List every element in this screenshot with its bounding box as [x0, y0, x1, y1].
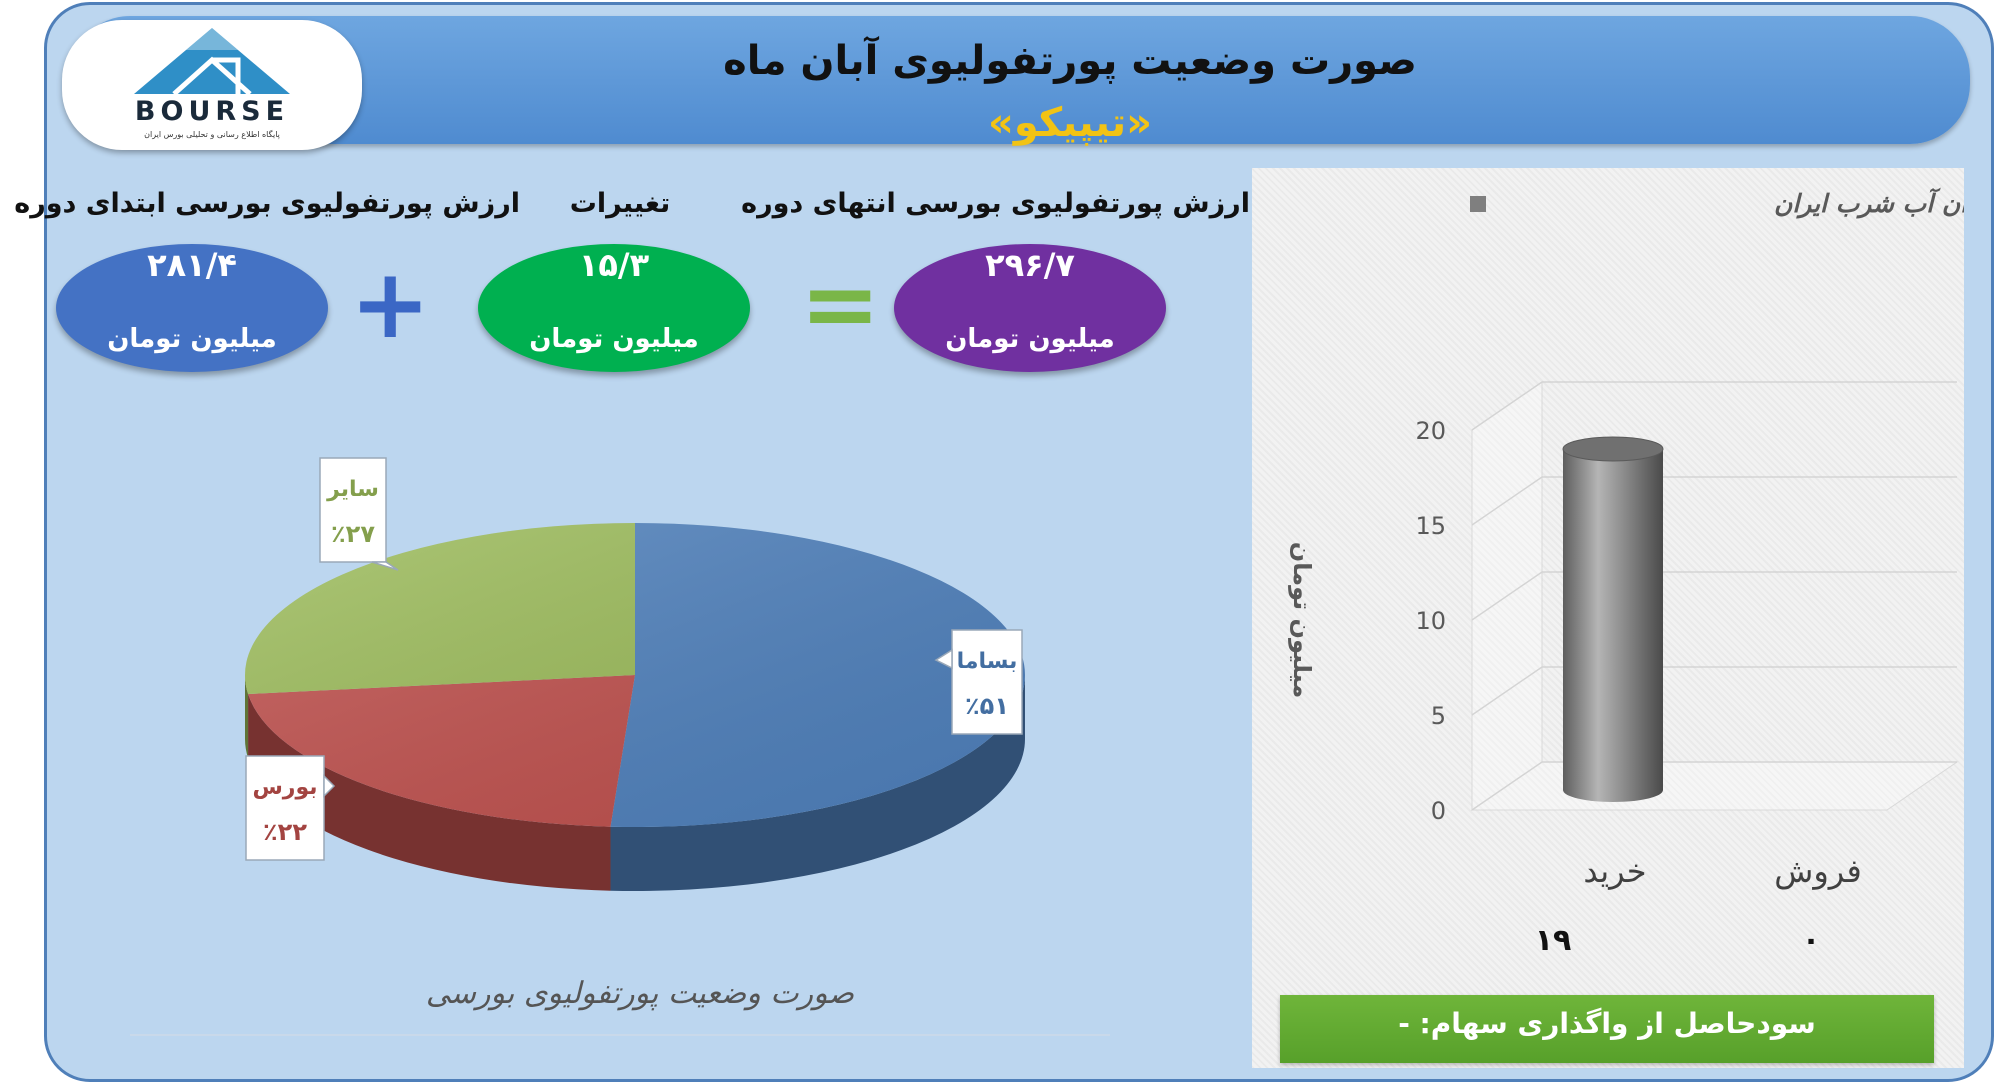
grid-line: [1471, 666, 1543, 716]
bar-cap: [1562, 436, 1664, 462]
logo-mountain-icon: [134, 28, 290, 96]
trade-bar-chart: 0 5 10 15 20 میلیون تومان خرید ۱۹ فروش ۰ راهبران …: [1288, 187, 1964, 958]
legend-label: راهبران آب شرب ایران: [1774, 187, 1964, 219]
pie-sheen: [245, 523, 1025, 827]
company-name: «تیپیکو»: [987, 100, 1153, 146]
x-tick-label: خرید: [1583, 852, 1646, 890]
pie-slice-side: [245, 675, 249, 759]
page-title: صورت وضعیت پورتفولیوی آبان ماه: [723, 38, 1417, 84]
bourse-logo: BOURSE پایگاه اطلاع رسانی و تحلیلی بورس …: [62, 20, 362, 150]
pie-slice-side: [248, 694, 611, 891]
pie-callout-3: سایر ٪۲۷: [319, 457, 399, 571]
end-value-label: ارزش پورتفولیوی بورسی انتهای دوره: [741, 188, 1250, 219]
bar-value-label: ۱۹: [1535, 923, 1572, 958]
change-value-unit: میلیون تومان: [529, 324, 699, 354]
bar: [1563, 449, 1663, 802]
legend-swatch: [1470, 196, 1486, 212]
sale-profit-text: سودحاصل از واگذاری سهام: -: [1398, 1007, 1816, 1040]
pie-value-label: ٪۲۷: [331, 520, 375, 548]
header-banner: صورت وضعیت پورتفولیوی آبان ماه «تیپیکو»: [70, 16, 1970, 146]
grid-line: [1471, 571, 1543, 621]
grid-line: [1471, 476, 1543, 526]
start-value-unit: میلیون تومان: [107, 324, 277, 354]
portfolio-pie-chart: بساما ٪۵۱ بورس ٪۲۲ سایر ٪۲۷: [244, 457, 1026, 891]
y-tick-label: 0: [1431, 797, 1446, 825]
end-value: ۲۹۶/۷: [985, 246, 1075, 284]
pie-value-label: ٪۲۲: [263, 818, 307, 846]
y-tick-label: 5: [1431, 702, 1446, 730]
bar-value-label: ۰: [1802, 923, 1820, 958]
pie-callout-2: بورس ٪۲۲: [245, 755, 336, 861]
plus-sign: +: [350, 248, 431, 360]
logo-tagline: پایگاه اطلاع رسانی و تحلیلی بورس ایران: [144, 130, 280, 139]
end-value-bubble: ۲۹۶/۷ میلیون تومان: [894, 244, 1166, 372]
pie-value-label: ٪۵۱: [965, 692, 1009, 720]
change-value: ۱۵/۳: [578, 246, 650, 284]
x-tick-label: فروش: [1774, 852, 1861, 890]
pie-label: بساما: [957, 649, 1018, 674]
pie-label: بورس: [252, 775, 317, 800]
grid-line: [1471, 381, 1543, 431]
sale-profit-bar: سودحاصل از واگذاری سهام: -: [1280, 995, 1934, 1063]
logo-wordmark: BOURSE: [134, 96, 290, 127]
pie-slice-side: [610, 675, 1026, 891]
start-value: ۲۸۱/۴: [147, 246, 237, 284]
y-axis-label: میلیون تومان: [1288, 542, 1316, 699]
pie-divider: [130, 1034, 1110, 1036]
pie-caption: صورت وضعیت پورتفولیوی بورسی: [425, 976, 855, 1011]
grid-line: [1471, 761, 1543, 811]
equals-sign: =: [800, 248, 881, 360]
y-tick-label: 20: [1415, 417, 1446, 445]
pie-label: سایر: [326, 477, 379, 502]
y-tick-label: 10: [1415, 607, 1446, 635]
start-value-label: ارزش پورتفولیوی بورسی ابتدای دوره: [14, 188, 520, 219]
y-tick-label: 15: [1415, 512, 1446, 540]
change-value-bubble: ۱۵/۳ میلیون تومان: [478, 244, 750, 372]
start-value-bubble: ۲۸۱/۴ میلیون تومان: [56, 244, 328, 372]
change-label: تغییرات: [569, 188, 671, 219]
end-value-unit: میلیون تومان: [945, 324, 1115, 354]
pie-callout-1: بساما ٪۵۱: [934, 629, 1023, 735]
